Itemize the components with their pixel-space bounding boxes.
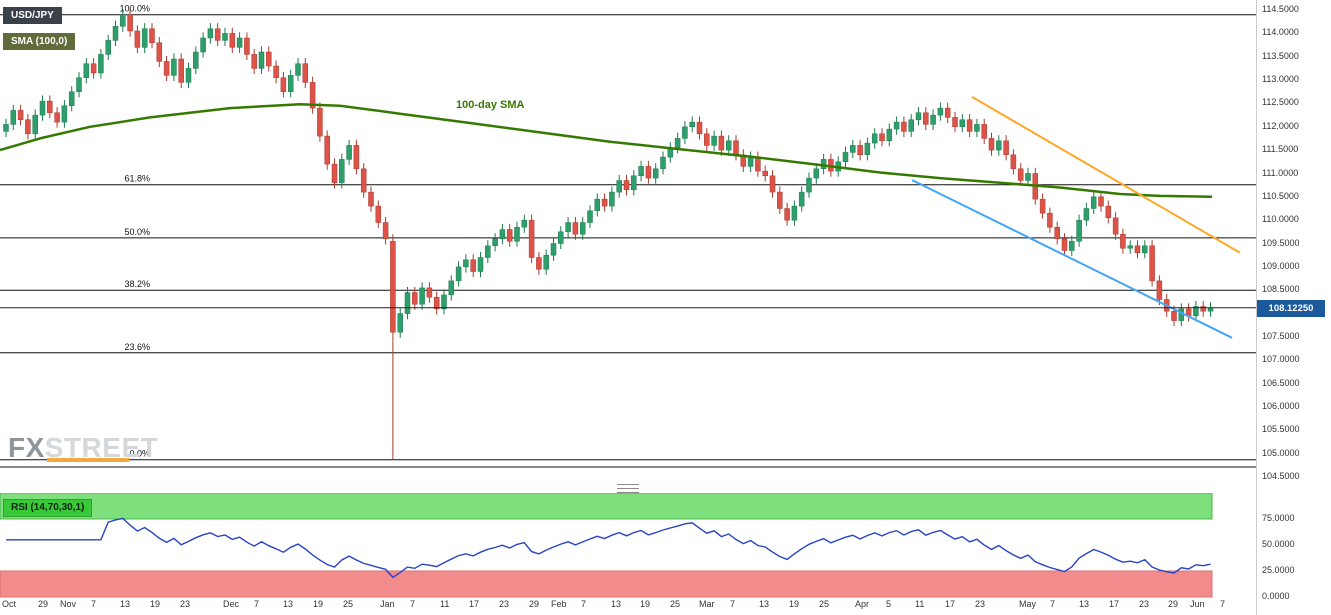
time-tick-label: 23 [499, 599, 510, 609]
axis-separator [1256, 0, 1257, 615]
blue-trendline[interactable] [911, 179, 1233, 339]
fib-label: 61.8% [124, 174, 150, 184]
time-tick-label: 17 [945, 599, 956, 609]
time-tick-label: 7 [254, 599, 260, 609]
price-tick-label: 105.5000 [1262, 424, 1300, 435]
price-tick-label: 110.0000 [1262, 214, 1299, 225]
rsi-axis: 75.0000 50.0000 25.0000 0.0000 [1257, 0, 1331, 615]
rsi-chart-svg [0, 492, 1213, 598]
time-tick-label: Mar [699, 599, 715, 609]
rsi-line [6, 517, 1211, 579]
last-price-badge: 108.12250 [1257, 299, 1325, 317]
time-tick-label: Oct [2, 599, 17, 609]
time-tick-label: 25 [670, 599, 681, 609]
rsi-band [0, 492, 1213, 520]
rsi-tick-label: 75.0000 [1262, 513, 1295, 523]
rsi-tick-label: 25.0000 [1262, 565, 1295, 575]
rsi-indicator-badge[interactable]: RSI (14,70,30,1) [3, 499, 93, 517]
sma-line[interactable] [0, 103, 1213, 199]
price-tick-label: 106.0000 [1262, 401, 1300, 411]
time-tick-label: 23 [975, 599, 986, 609]
time-tick-label: Dec [223, 599, 240, 609]
time-tick-label: 19 [150, 599, 161, 609]
time-tick-label: 29 [529, 599, 540, 609]
price-tick-label: 110.5000 [1262, 190, 1299, 201]
fib-label: 100.0% [119, 4, 150, 14]
main-price-chart[interactable]: 100.0% 61.8% 50.0% 38.2% 23.6% 0.0% [0, 0, 1256, 481]
price-tick-label: 107.5000 [1262, 330, 1300, 341]
time-tick-label: 13 [759, 599, 770, 609]
fibonacci-levels: 100.0% 61.8% 50.0% 38.2% 23.6% 0.0% [0, 4, 1256, 461]
price-tick-label: 107.0000 [1262, 354, 1300, 365]
time-tick-label: Jan [380, 599, 395, 609]
time-tick-label: 7 [91, 599, 97, 609]
fib-label: 23.6% [124, 342, 150, 352]
time-tick-label: Apr [855, 599, 870, 609]
time-tick-label: 17 [469, 599, 480, 609]
time-tick-label: 7 [730, 599, 736, 609]
time-tick-label: 13 [611, 599, 622, 609]
rsi-tick-label: 50.0000 [1262, 539, 1295, 549]
symbol-badge[interactable]: USD/JPY [3, 7, 62, 24]
price-tick-label: 108.5000 [1262, 284, 1300, 295]
time-tick-label: 13 [120, 599, 131, 609]
fib-label: 38.2% [124, 279, 150, 289]
price-tick-label: 106.5000 [1262, 377, 1300, 388]
orange-trendline[interactable] [971, 96, 1241, 254]
time-tick-label: Feb [551, 599, 567, 609]
price-tick-label: 111.5000 [1262, 144, 1299, 155]
price-axis[interactable]: 114.5000 114.0000 113.5000 113.0000 112.5000… [1257, 0, 1331, 615]
time-tick-label: 11 [440, 599, 450, 609]
panel-resize-handle[interactable] [617, 484, 639, 493]
time-tick-label: 7 [1050, 599, 1056, 609]
candlestick-series [3, 9, 1214, 460]
price-tick-label: 105.0000 [1262, 447, 1300, 458]
time-tick-label: 11 [915, 599, 925, 609]
time-tick-label: 25 [343, 599, 354, 609]
price-tick-label: 112.5000 [1262, 97, 1299, 108]
fxstreet-logo: FXSTREET [8, 433, 158, 463]
time-tick-label: 19 [640, 599, 651, 609]
rsi-tick-label: 0.0000 [1262, 591, 1290, 601]
sma-annotation-label: 100-day SMA [456, 99, 525, 111]
price-tick-label: 114.0000 [1262, 27, 1299, 38]
price-tick-label: 104.5000 [1262, 471, 1300, 481]
rsi-band [0, 570, 1213, 598]
rsi-indicator-chart[interactable] [0, 492, 1256, 603]
time-axis[interactable]: Oct 29 Nov 7 13 19 23 Dec 7 13 19 25 Jan 7 11 17 23 29 Feb… [0, 599, 1256, 615]
time-tick-label: Jun [1190, 599, 1205, 609]
time-tick-label: 5 [886, 599, 892, 609]
time-tick-label: May [1019, 599, 1037, 609]
price-tick-label: 109.5000 [1262, 237, 1300, 248]
price-tick-label: 113.0000 [1262, 74, 1299, 85]
time-tick-label: 7 [1220, 599, 1226, 609]
price-tick-label: 114.5000 [1262, 4, 1299, 14]
time-tick-label: 13 [1079, 599, 1090, 609]
time-tick-label: 13 [283, 599, 294, 609]
time-tick-label: 23 [1139, 599, 1150, 609]
logo-accent-bar [47, 458, 129, 462]
fib-label: 0.0% [129, 449, 150, 459]
time-tick-label: 7 [410, 599, 416, 609]
logo-fx: FX [8, 432, 45, 463]
time-tick-label: 19 [313, 599, 324, 609]
price-tick-label: 113.5000 [1262, 50, 1299, 61]
time-tick-label: Nov [60, 599, 77, 609]
price-tick-label: 111.0000 [1262, 167, 1299, 178]
fib-label: 50.0% [124, 227, 150, 237]
price-chart-svg: 100.0% 61.8% 50.0% 38.2% 23.6% 0.0% [0, 4, 1256, 468]
sma-indicator-badge[interactable]: SMA (100,0) [3, 33, 76, 50]
time-tick-label: 25 [819, 599, 830, 609]
logo-street: STREET [44, 432, 159, 463]
time-tick-label: 29 [38, 599, 49, 609]
time-tick-label: 17 [1109, 599, 1120, 609]
price-tick-label: 112.0000 [1262, 120, 1299, 131]
time-tick-label: 7 [581, 599, 587, 609]
price-tick-label: 109.0000 [1262, 260, 1300, 271]
time-tick-label: 19 [789, 599, 800, 609]
time-tick-label: 23 [180, 599, 191, 609]
time-tick-label: 29 [1168, 599, 1179, 609]
